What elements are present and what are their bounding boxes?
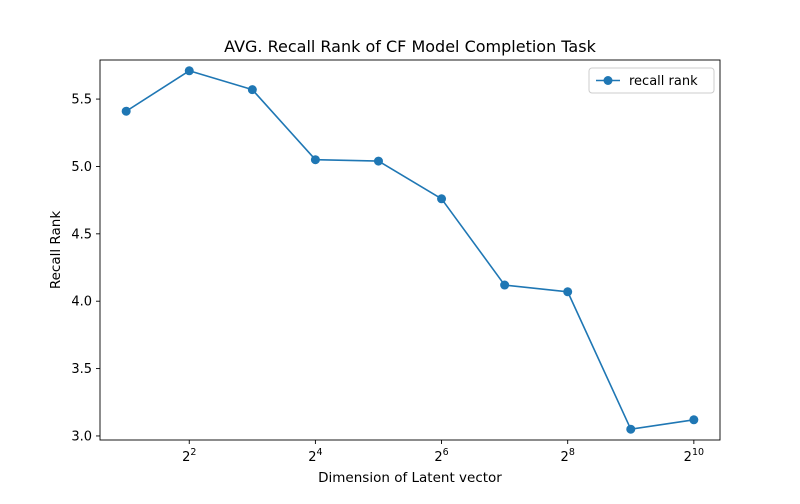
data-point (563, 287, 573, 297)
y-tick-label: 5.0 (71, 160, 92, 175)
data-point (437, 194, 447, 204)
data-point (184, 66, 194, 76)
data-point (310, 155, 320, 165)
legend: recall rank (588, 67, 715, 94)
x-tick-label: 28 (561, 447, 575, 465)
data-point (626, 424, 636, 434)
series-line (125, 69, 694, 431)
axes-frame (99, 59, 721, 441)
chart-title: AVG. Recall Rank of CF Model Completion … (224, 37, 596, 56)
y-tick-label: 5.5 (71, 93, 92, 108)
legend-label: recall rank (629, 74, 698, 89)
data-point (373, 156, 383, 166)
plot-area: 3.0 3.5 4.0 4.5 5.0 5.5 22 24 26 28 210 (71, 59, 721, 465)
y-tick-label: 3.5 (71, 362, 92, 377)
x-axis-label: Dimension of Latent vector (318, 470, 502, 486)
legend-marker (603, 76, 613, 85)
data-point (247, 85, 257, 95)
x-tick-label: 210 (684, 447, 704, 465)
y-axis-label: Recall Rank (48, 211, 64, 289)
data-point (689, 415, 699, 425)
x-tick-label: 22 (182, 447, 196, 465)
y-tick-label: 4.5 (71, 227, 92, 242)
data-point (500, 280, 510, 290)
y-tick-label: 4.0 (71, 295, 92, 310)
x-tick-label: 26 (434, 447, 448, 465)
y-tick-label: 3.0 (71, 429, 92, 444)
data-point (121, 106, 131, 116)
legend-box (588, 67, 715, 94)
x-tick-label: 24 (308, 447, 322, 465)
